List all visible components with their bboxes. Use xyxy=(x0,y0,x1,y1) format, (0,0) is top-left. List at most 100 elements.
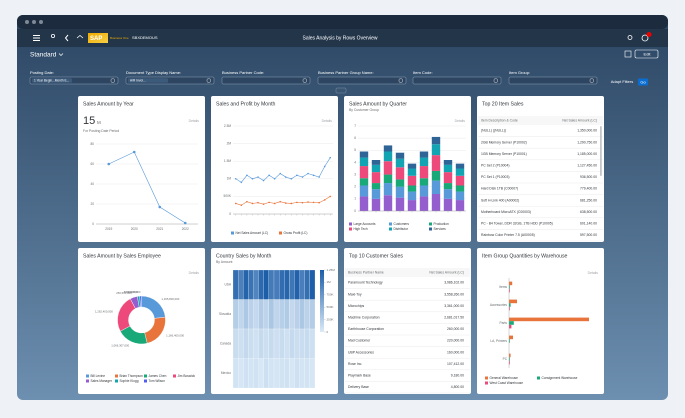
details-link: Details xyxy=(189,271,200,275)
cell: Paramount Technology xyxy=(348,281,383,285)
heat-cell xyxy=(258,328,264,359)
back-icon[interactable] xyxy=(64,34,69,42)
bar-segment xyxy=(359,151,369,158)
legend-label: High Tech xyxy=(354,227,368,231)
window-dot[interactable] xyxy=(25,20,29,24)
bar-segment xyxy=(419,185,429,197)
card-title: Sales Amount by Year xyxy=(83,101,134,107)
bar-segment xyxy=(431,136,441,145)
cell: 220,000.00 xyxy=(447,339,464,343)
point xyxy=(329,156,332,159)
line-series xyxy=(235,157,331,183)
card[interactable] xyxy=(477,96,604,242)
cell: Soft H-Link 400 (A00002) xyxy=(481,198,519,202)
value-help-icon[interactable] xyxy=(589,78,594,83)
bar-segment xyxy=(407,168,417,176)
bar xyxy=(509,303,511,307)
value-help-icon[interactable] xyxy=(110,78,115,83)
value-help-icon[interactable] xyxy=(302,78,307,83)
bar-segment xyxy=(359,196,369,211)
system: SBXDEMOUS xyxy=(132,35,158,40)
heat-cell xyxy=(258,358,264,389)
bar-segment xyxy=(431,180,441,194)
point xyxy=(234,202,237,205)
legend-swatch xyxy=(429,222,432,226)
cell: Playmark Base xyxy=(348,373,371,377)
menu-icon[interactable] xyxy=(33,37,40,39)
search-icon[interactable] xyxy=(627,35,633,40)
point xyxy=(240,181,243,184)
cell: 2GB Memory Server (P10002) xyxy=(481,140,527,144)
filter-input[interactable] xyxy=(508,76,598,85)
data-label: 250,500,000 xyxy=(116,291,132,295)
value-help-icon[interactable] xyxy=(206,78,211,83)
data-label: 80,000,000 xyxy=(124,290,138,294)
heat-cell xyxy=(253,328,259,359)
bar-segment xyxy=(455,200,465,211)
variant-chevron[interactable] xyxy=(58,53,64,56)
card[interactable] xyxy=(344,248,471,394)
legend-label: Production xyxy=(434,222,449,226)
heat-cell xyxy=(238,269,244,300)
bar-segment xyxy=(371,183,381,190)
filter-input[interactable] xyxy=(221,76,311,85)
collapse-toggle[interactable] xyxy=(335,87,347,94)
menu-icon[interactable] xyxy=(33,40,40,41)
card[interactable] xyxy=(211,96,338,242)
card[interactable] xyxy=(78,96,205,242)
title-bar xyxy=(17,15,668,29)
point xyxy=(240,204,243,206)
window-dot[interactable] xyxy=(32,20,36,24)
cell: 3,986,102.00 xyxy=(444,281,464,285)
bar-segment xyxy=(371,172,381,184)
heat-cell xyxy=(304,299,310,330)
scrollbar[interactable] xyxy=(600,126,602,176)
bar xyxy=(509,306,510,311)
bar-segment xyxy=(431,144,441,156)
menu-icon[interactable] xyxy=(33,35,40,36)
bar-segment xyxy=(443,172,453,184)
go-button[interactable] xyxy=(638,78,648,86)
filter-token[interactable] xyxy=(128,78,168,83)
legend-label: Jim Boswick xyxy=(178,374,196,378)
cell: Motherboard MicroATX (C00003) xyxy=(481,210,531,214)
heat-cell xyxy=(268,328,275,359)
cell: Microchips xyxy=(348,304,365,308)
card[interactable] xyxy=(78,248,205,394)
user-icon[interactable] xyxy=(51,34,56,39)
heat-cell xyxy=(243,328,249,359)
bar xyxy=(509,299,517,304)
point xyxy=(290,202,293,205)
point xyxy=(268,201,270,204)
edit-button[interactable] xyxy=(634,49,659,59)
filter-token[interactable] xyxy=(32,78,72,83)
variant[interactable]: Standard xyxy=(30,52,57,59)
heat-cell xyxy=(309,269,316,300)
share-icon[interactable] xyxy=(624,50,632,58)
filter-input[interactable] xyxy=(412,76,502,85)
cell: Earthhouse Corporation xyxy=(348,327,384,331)
kpi-note: For Posting Date Period xyxy=(83,129,119,133)
filter-input[interactable] xyxy=(317,76,407,85)
bar-segment xyxy=(395,167,405,180)
bar-segment xyxy=(395,152,405,159)
window-dot[interactable] xyxy=(39,20,43,24)
home-icon[interactable] xyxy=(76,34,84,39)
legend-swatch xyxy=(349,227,352,231)
edit-label[interactable]: Edit xyxy=(644,52,652,57)
y-tick-label: 1 xyxy=(354,197,356,201)
value-help-icon[interactable] xyxy=(398,78,403,83)
cell: 107,412.00 xyxy=(447,362,464,366)
adapt-filters[interactable]: Adapt Filters xyxy=(611,79,633,84)
go-label[interactable]: Go xyxy=(640,79,646,84)
details-link: Details xyxy=(455,119,466,123)
legend-label: Bill Levine xyxy=(91,374,106,378)
cell: Mad Customer xyxy=(348,339,371,343)
point xyxy=(273,202,276,205)
notification-badge xyxy=(646,32,652,37)
notification-icon[interactable] xyxy=(641,34,649,42)
value-help-icon[interactable] xyxy=(493,78,498,83)
cell: Rose Inc. xyxy=(348,362,362,366)
y-tick-label: LA, Printers xyxy=(490,339,507,343)
